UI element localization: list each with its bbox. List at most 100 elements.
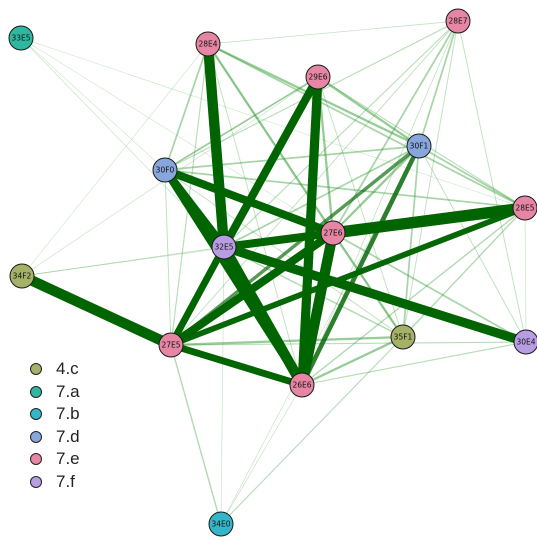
legend-label: 7.b bbox=[56, 404, 80, 424]
edge-28E4-27E5 bbox=[170, 43, 209, 346]
edge-30F0-27E5 bbox=[164, 169, 172, 346]
node-label: 30E4 bbox=[516, 338, 535, 347]
legend: 4.c 7.a 7.b 7.d 7.e 7.f bbox=[30, 358, 80, 493]
node-circle bbox=[195, 31, 221, 57]
edge-30F1-26E6 bbox=[299, 144, 422, 387]
edge-28E7-35F1 bbox=[402, 20, 459, 338]
edge-30F0-27E6 bbox=[163, 166, 335, 237]
edge-35F1-26E6 bbox=[301, 335, 404, 387]
edge-30F1-30E4 bbox=[418, 145, 527, 343]
node-label: 28E4 bbox=[198, 40, 217, 49]
edge-32E5-27E5 bbox=[167, 245, 228, 347]
node-label: 34F2 bbox=[13, 272, 32, 281]
legend-label: 7.f bbox=[56, 471, 75, 491]
node-27E6: 27E6 bbox=[320, 220, 346, 246]
legend-label: 7.d bbox=[56, 426, 80, 446]
legend-item: 7.b bbox=[30, 403, 80, 426]
edges-layer bbox=[19, 20, 528, 525]
legend-swatch-icon bbox=[30, 453, 42, 466]
node-label: 30F1 bbox=[410, 142, 429, 151]
node-30F1: 30F1 bbox=[406, 133, 432, 159]
node-circle bbox=[305, 64, 331, 90]
node-circle bbox=[9, 263, 35, 289]
node-label: 27E5 bbox=[161, 341, 180, 350]
node-circle bbox=[208, 511, 234, 537]
edge-28E7-30F1 bbox=[418, 20, 459, 147]
node-label: 27E6 bbox=[323, 229, 342, 238]
node-label: 33E5 bbox=[11, 34, 30, 43]
node-circle bbox=[390, 324, 416, 350]
legend-label: 4.c bbox=[56, 359, 79, 379]
edge-30F0-30F1 bbox=[164, 145, 420, 171]
node-28E7: 28E7 bbox=[445, 8, 471, 34]
edge-35F1-27E5 bbox=[170, 335, 404, 347]
node-label: 32E5 bbox=[214, 243, 233, 252]
edge-30F1-27E6 bbox=[332, 145, 420, 234]
node-34E0: 34E0 bbox=[208, 511, 234, 537]
edge-34F2-27E5 bbox=[19, 271, 174, 350]
edge-33E5-28E5 bbox=[20, 37, 526, 209]
edge-30F1-28E5 bbox=[418, 145, 526, 209]
edge-27E6-28E5 bbox=[332, 202, 526, 239]
edge-32E5-27E6 bbox=[223, 229, 334, 251]
node-30E4: 30E4 bbox=[513, 329, 537, 355]
edge-28E4-32E5 bbox=[202, 43, 230, 248]
node-28E5: 28E5 bbox=[512, 195, 537, 221]
edge-27E5-30E4 bbox=[170, 341, 527, 346]
node-27E5: 27E5 bbox=[158, 332, 184, 358]
edge-26E6-30E4 bbox=[301, 341, 527, 386]
edge-34F2-28E4 bbox=[21, 43, 209, 277]
edge-32E5-30E4 bbox=[222, 242, 528, 347]
node-label: 28E7 bbox=[448, 17, 467, 26]
legend-label: 7.e bbox=[56, 449, 80, 469]
legend-swatch-icon bbox=[30, 363, 42, 376]
node-circle bbox=[152, 157, 178, 183]
node-circle bbox=[320, 220, 346, 246]
legend-item: 7.e bbox=[30, 448, 80, 471]
node-circle bbox=[211, 234, 237, 260]
edge-28E4-28E5 bbox=[207, 43, 526, 209]
node-35F1: 35F1 bbox=[390, 324, 416, 350]
node-circle bbox=[8, 25, 34, 51]
edge-28E7-28E4 bbox=[207, 20, 459, 45]
edge-34E0-32E5 bbox=[220, 246, 225, 525]
edge-29E6-26E6 bbox=[297, 76, 323, 386]
legend-item: 7.a bbox=[30, 381, 80, 404]
edge-30F0-28E5 bbox=[164, 169, 526, 209]
edge-28E4-30F0 bbox=[164, 43, 209, 171]
node-26E6: 26E6 bbox=[289, 372, 315, 398]
edge-30F0-29E6 bbox=[164, 76, 319, 171]
edge-28E5-35F1 bbox=[402, 207, 526, 338]
node-28E4: 28E4 bbox=[195, 31, 221, 57]
edge-34F2-32E5 bbox=[21, 246, 225, 277]
legend-swatch-icon bbox=[30, 408, 42, 421]
node-label: 35F1 bbox=[394, 333, 413, 342]
edge-28E7-30E4 bbox=[457, 20, 527, 343]
edge-29E6-35F1 bbox=[317, 76, 404, 338]
edge-28E5-30E4 bbox=[524, 207, 527, 343]
node-30F0: 30F0 bbox=[152, 157, 178, 183]
node-label: 29E6 bbox=[308, 73, 327, 82]
node-circle bbox=[289, 372, 315, 398]
edge-29E6-32E5 bbox=[220, 75, 322, 249]
legend-item: 4.c bbox=[30, 358, 80, 381]
node-circle bbox=[513, 329, 537, 355]
edge-30F0-32E5 bbox=[161, 167, 228, 250]
node-circle bbox=[445, 8, 471, 34]
edge-33E5-30F0 bbox=[20, 37, 166, 171]
edge-29E6-30F0 bbox=[164, 76, 319, 171]
edge-32E5-26E6 bbox=[219, 244, 307, 388]
legend-swatch-icon bbox=[30, 430, 42, 443]
node-32E5: 32E5 bbox=[211, 234, 237, 260]
node-label: 26E6 bbox=[292, 381, 311, 390]
edge-27E5-26E6 bbox=[169, 341, 304, 389]
edge-30F1-32E5 bbox=[223, 145, 420, 248]
edge-35F1-34E0 bbox=[220, 336, 404, 525]
edge-28E4-26E6 bbox=[207, 43, 303, 386]
edge-27E5-34E0 bbox=[170, 344, 222, 525]
node-circle bbox=[158, 332, 184, 358]
edge-27E6-35F1 bbox=[332, 232, 404, 338]
legend-swatch-icon bbox=[30, 385, 42, 398]
edge-27E6-26E6 bbox=[296, 231, 339, 387]
